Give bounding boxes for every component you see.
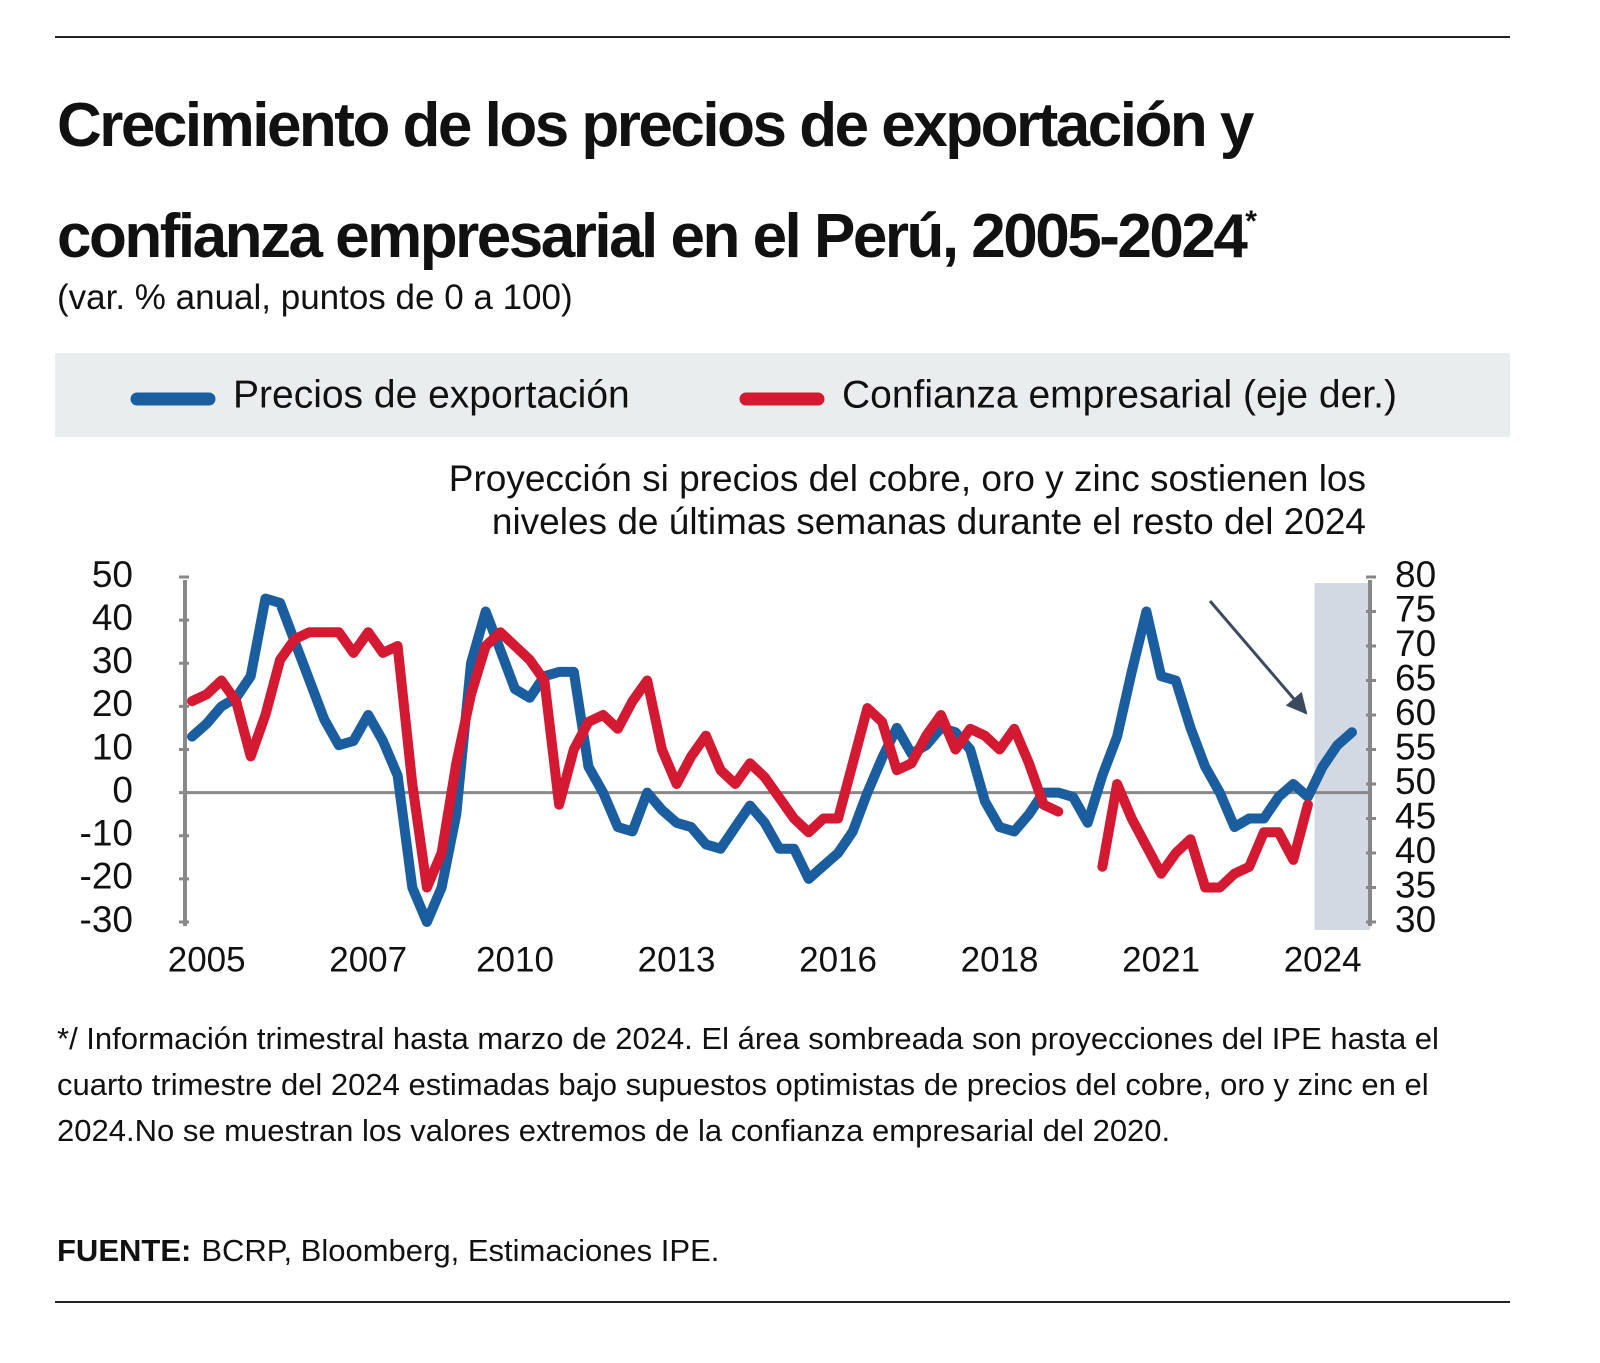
title-mark: * <box>1245 205 1257 238</box>
y2-tick-label: 80 <box>1395 554 1436 595</box>
y2-tick-label: 75 <box>1395 588 1436 629</box>
x-tick-label: 2007 <box>329 940 407 979</box>
subtitle: (var. % anual, puntos de 0 a 100) <box>57 278 573 317</box>
y-tick-label: 0 <box>112 769 133 810</box>
annotation: niveles de últimas semanas durante el re… <box>492 501 1366 542</box>
projection-shade <box>1314 583 1370 930</box>
y2-tick-label: 35 <box>1395 864 1436 905</box>
footnote: */ Información trimestral hasta marzo de… <box>57 1021 1439 1148</box>
y2-tick-label: 55 <box>1395 726 1436 767</box>
y-tick-label: 30 <box>92 640 133 681</box>
y-tick-label: -20 <box>80 856 133 897</box>
y2-tick-label: 60 <box>1395 692 1436 733</box>
y-tick-label: 10 <box>92 726 133 767</box>
y2-tick-label: 65 <box>1395 657 1436 698</box>
series-line <box>187 593 1357 927</box>
plot-area <box>187 593 1357 927</box>
legend-label: Confianza empresarial (eje der.) <box>842 373 1397 416</box>
y-tick-label: -10 <box>80 813 133 854</box>
y-tick-label: -30 <box>80 899 133 940</box>
y2-tick-label: 40 <box>1395 830 1436 871</box>
y2-tick-label: 30 <box>1395 899 1436 940</box>
y2-tick-label: 45 <box>1395 795 1436 836</box>
y-tick-label: 20 <box>92 683 133 724</box>
source-text: BCRP, Bloomberg, Estimaciones IPE. <box>201 1233 720 1268</box>
legend-label: Precios de exportación <box>233 373 630 416</box>
top-rule <box>55 36 1510 38</box>
x-tick-label: 2005 <box>168 940 246 979</box>
x-tick-label: 2018 <box>961 940 1039 979</box>
source-label: FUENTE: <box>57 1233 192 1268</box>
annotation-arrow <box>1208 600 1308 715</box>
chart-title: Crecimiento de los precios de exportació… <box>57 91 1254 271</box>
chart-title-block: Crecimiento de los precios de exportació… <box>57 78 1517 285</box>
y2-tick-label: 70 <box>1395 623 1436 664</box>
y-tick-label: 50 <box>92 554 133 595</box>
x-tick-label: 2024 <box>1284 940 1362 979</box>
y-tick-label: 40 <box>92 597 133 638</box>
annotation: Proyección si precios del cobre, oro y z… <box>449 458 1366 499</box>
source: FUENTE: BCRP, Bloomberg, Estimaciones IPE… <box>57 1233 719 1269</box>
bottom-rule <box>55 1301 1510 1303</box>
x-tick-label: 2013 <box>638 940 716 979</box>
y2-tick-label: 50 <box>1395 761 1436 802</box>
x-tick-label: 2010 <box>476 940 554 979</box>
series-line <box>187 627 1313 893</box>
x-tick-label: 2016 <box>799 940 877 979</box>
x-tick-label: 2021 <box>1122 940 1200 979</box>
